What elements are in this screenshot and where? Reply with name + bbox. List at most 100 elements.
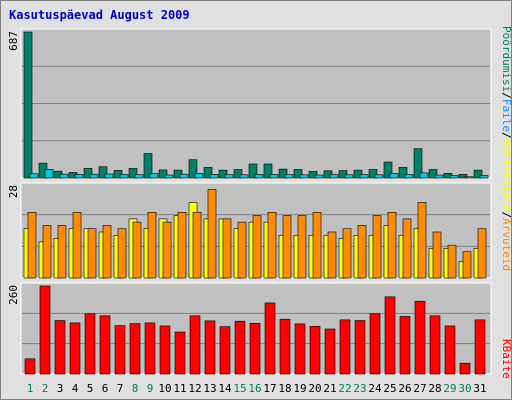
bar-bottom-KBaite-1: [24, 358, 36, 375]
bar-bottom-KBaite-28: [429, 315, 441, 375]
bar-top-Faile-15: [239, 174, 249, 179]
x-tick-label-3: 3: [57, 382, 64, 395]
bar-top-Faile-21: [329, 174, 339, 179]
bar-middle-Arvuteid-6: [102, 225, 112, 279]
bar-top-Faile-22: [344, 174, 354, 179]
legend-item-3: /: [500, 132, 512, 139]
bar-bottom-KBaite-13: [204, 320, 216, 375]
bar-top-Faile-25: [389, 173, 399, 179]
bar-top-Faile-18: [284, 174, 294, 179]
bar-top-Faile-12: [194, 173, 204, 179]
x-tick-label-23: 23: [353, 382, 366, 395]
bar-bottom-KBaite-5: [84, 313, 96, 375]
legend-item-5: /: [500, 211, 512, 218]
bar-middle-Arvuteid-30: [462, 251, 472, 279]
bar-top-Pöördumisi-25: [383, 161, 393, 179]
x-tick-label-30: 30: [458, 382, 471, 395]
bar-bottom-KBaite-4: [69, 322, 81, 375]
bar-middle-Arvuteid-19: [297, 215, 307, 279]
legend-item-1: /: [500, 92, 512, 99]
x-tick-label-28: 28: [428, 382, 441, 395]
legend-item-0: Pöördumisi: [500, 26, 512, 92]
x-tick-label-10: 10: [158, 382, 171, 395]
bar-middle-Arvuteid-23: [357, 225, 367, 279]
bar-top-Faile-20: [314, 174, 324, 179]
bar-bottom-KBaite-11: [174, 331, 186, 375]
bar-top-Pöördumisi-9: [143, 153, 153, 179]
bar-middle-Arvuteid-25: [387, 211, 397, 279]
bar-middle-Arvuteid-22: [342, 228, 352, 279]
bar-top-Faile-16: [254, 174, 264, 179]
bar-middle-Arvuteid-12: [192, 211, 202, 279]
bar-top-Faile-7: [119, 174, 129, 179]
bar-bottom-KBaite-24: [369, 313, 381, 375]
bar-top-Faile-9: [149, 173, 159, 179]
x-tick-label-26: 26: [398, 382, 411, 395]
bar-bottom-KBaite-31: [474, 319, 486, 375]
bar-top-Faile-24: [374, 174, 384, 179]
legend-item-6: Arvuteid: [500, 218, 512, 271]
bar-middle-Arvuteid-17: [267, 211, 277, 279]
bar-bottom-KBaite-19: [294, 323, 306, 375]
legend-upper: Pöördumisi/Faile/Külastajaid/Arvuteid: [500, 26, 512, 271]
bar-middle-Arvuteid-5: [87, 228, 97, 279]
bar-middle-Arvuteid-1: [27, 211, 37, 279]
bar-bottom-KBaite-7: [114, 325, 126, 375]
x-tick-label-1: 1: [27, 382, 34, 395]
bar-top-Faile-2: [44, 168, 54, 179]
x-tick-label-2: 2: [42, 382, 49, 395]
bar-top-Pöördumisi-12: [188, 159, 198, 179]
bar-top-Pöördumisi-5: [83, 168, 93, 179]
x-tick-label-12: 12: [188, 382, 201, 395]
bar-middle-Arvuteid-28: [432, 231, 442, 279]
x-tick-label-5: 5: [87, 382, 94, 395]
x-tick-label-20: 20: [308, 382, 321, 395]
bar-top-Pöördumisi-24: [368, 169, 378, 179]
bar-bottom-KBaite-8: [129, 323, 141, 375]
bar-middle-Arvuteid-7: [117, 228, 127, 279]
bar-middle-Arvuteid-29: [447, 244, 457, 279]
x-tick-label-9: 9: [147, 382, 154, 395]
bar-bottom-KBaite-12: [189, 315, 201, 375]
bar-bottom-KBaite-15: [234, 320, 246, 375]
bar-middle-Arvuteid-24: [372, 215, 382, 279]
bar-top-Faile-23: [359, 174, 369, 179]
bar-top-Pöördumisi-17: [263, 163, 273, 179]
bar-top-Faile-17: [269, 174, 279, 179]
bar-top-Pöördumisi-13: [203, 167, 213, 179]
bar-bottom-KBaite-25: [384, 296, 396, 375]
bar-top-Pöördumisi-22: [338, 170, 348, 179]
x-tick-label-8: 8: [132, 382, 139, 395]
bar-middle-Arvuteid-2: [42, 225, 52, 279]
bar-top-Pöördumisi-30: [458, 174, 468, 179]
bar-middle-Arvuteid-4: [72, 211, 82, 279]
bar-top-Pöördumisi-20: [308, 171, 318, 179]
bar-middle-Arvuteid-9: [147, 211, 157, 279]
bar-bottom-KBaite-18: [279, 318, 291, 375]
bar-top-Faile-31: [479, 175, 489, 179]
bar-middle-Arvuteid-27: [417, 202, 427, 279]
bar-top-Pöördumisi-23: [353, 169, 363, 179]
bar-bottom-KBaite-22: [339, 319, 351, 375]
bar-top-Faile-14: [224, 174, 234, 179]
bar-middle-Arvuteid-15: [237, 221, 247, 279]
panel-top-scale-label: 687: [7, 31, 20, 51]
bar-middle-Arvuteid-16: [252, 215, 262, 279]
x-tick-label-4: 4: [72, 382, 79, 395]
bar-top-Pöördumisi-16: [248, 163, 258, 179]
bar-middle-Arvuteid-14: [222, 218, 232, 279]
panel-bottom-scale-label: 260: [7, 285, 20, 305]
bar-top-Faile-29: [449, 175, 459, 179]
x-tick-label-27: 27: [413, 382, 426, 395]
bar-bottom-KBaite-14: [219, 326, 231, 375]
bar-top-Pöördumisi-28: [428, 169, 438, 179]
bar-bottom-KBaite-23: [354, 320, 366, 375]
bar-top-Pöördumisi-8: [128, 168, 138, 179]
x-tick-label-24: 24: [368, 382, 382, 395]
bar-top-Pöördumisi-18: [278, 168, 288, 179]
x-tick-label-22: 22: [338, 382, 351, 395]
x-tick-label-14: 14: [218, 382, 232, 395]
x-tick-label-6: 6: [102, 382, 109, 395]
bar-top-Faile-11: [179, 173, 189, 179]
